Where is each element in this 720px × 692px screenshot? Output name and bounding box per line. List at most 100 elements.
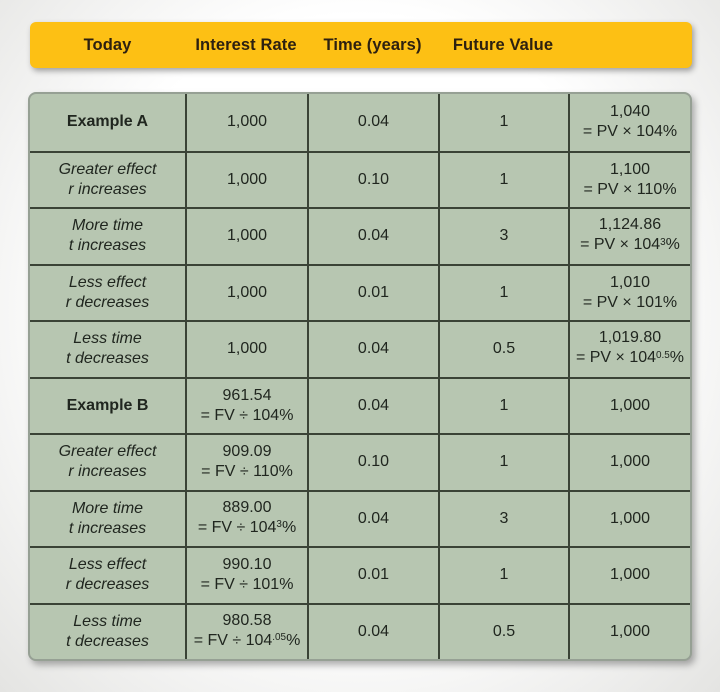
row-label-line1: Example A	[66, 113, 149, 131]
row-label-line1: Less effect	[68, 273, 147, 291]
row-label-line1: Greater effect	[58, 160, 157, 178]
cell-label: More time t increases	[30, 492, 185, 547]
future-value-formula: = PV × 110%	[583, 180, 677, 198]
cell-label: Greater effect r increases	[30, 153, 185, 208]
future-value-formula: = PV × 101%	[582, 293, 678, 311]
future-value: 1,000	[609, 622, 651, 640]
cell-time: 1	[438, 548, 568, 603]
today-value: 990.10	[222, 556, 272, 574]
cell-interest-rate: 0.01	[307, 548, 438, 603]
future-value: 1,124.86	[598, 216, 662, 234]
future-value-formula: = PV × 1040.5%	[575, 349, 685, 367]
column-header-bar: Today Interest Rate Time (years) Future …	[30, 22, 692, 68]
cell-time: 1	[438, 435, 568, 490]
today-value: 1,000	[226, 113, 268, 131]
cell-label: Less effect r decreases	[30, 548, 185, 603]
table-row: Greater effect r increases 909.09 = FV ÷…	[30, 433, 690, 490]
cell-today: 889.00 = FV ÷ 1043%	[185, 491, 307, 546]
cell-future-value: 1,124.86 = PV × 1043%	[568, 209, 690, 264]
future-value: 1,000	[609, 453, 651, 471]
future-value: 1,019.80	[598, 329, 662, 347]
cell-today: 1,000	[185, 322, 307, 377]
cell-label: Less effect r decreases	[30, 266, 185, 321]
today-formula: = FV ÷ 110%	[201, 463, 293, 481]
cell-future-value: 1,100 = PV × 110%	[568, 152, 690, 207]
table-row: Less time t decreases 1,000 0.04 0.5 1,0…	[30, 320, 690, 377]
cell-time: 1	[438, 94, 568, 151]
cell-interest-rate: 0.04	[307, 491, 438, 546]
row-label-line1: More time	[71, 217, 144, 235]
today-value: 1,000	[226, 227, 268, 245]
table-row: More time t increases 889.00 = FV ÷ 1043…	[30, 489, 690, 547]
cell-today: 1,000	[185, 209, 307, 264]
row-label-line1: More time	[71, 499, 144, 517]
row-label-line1: Less time	[73, 330, 142, 348]
cell-today: 1,000	[185, 152, 307, 207]
cell-time: 1	[438, 378, 568, 433]
today-value: 889.00	[222, 498, 272, 516]
cell-label: Example A	[30, 94, 185, 151]
present-future-value-table: Example A 1,000 0.04 1 1,040 = PV × 104%…	[28, 92, 692, 661]
row-label-line2: t increases	[68, 237, 147, 255]
cell-time: 1	[438, 152, 568, 207]
cell-interest-rate: 0.01	[307, 265, 438, 320]
row-label-line2: r decreases	[65, 293, 150, 311]
today-formula: = FV ÷ 104.05%	[193, 631, 301, 649]
cell-time: 0.5	[438, 604, 568, 659]
cell-interest-rate: 0.10	[307, 435, 438, 490]
future-value-formula: = PV × 104%	[582, 123, 678, 141]
row-label-line1: Less time	[73, 612, 142, 630]
row-label-line2: r decreases	[65, 576, 150, 594]
future-value: 1,000	[609, 396, 651, 414]
future-value: 1,000	[609, 566, 651, 584]
row-label-line2: r increases	[68, 180, 147, 198]
cell-future-value: 1,000	[568, 548, 690, 603]
cell-future-value: 1,040 = PV × 104%	[568, 94, 690, 151]
row-label-line2: r increases	[68, 463, 147, 481]
today-formula: = FV ÷ 1043%	[197, 518, 297, 536]
cell-today: 980.58 = FV ÷ 104.05%	[185, 604, 307, 659]
cell-future-value: 1,010 = PV × 101%	[568, 265, 690, 320]
cell-future-value: 1,000	[568, 604, 690, 659]
cell-label: Greater effect r increases	[30, 435, 185, 490]
cell-time: 3	[438, 491, 568, 546]
today-formula: = FV ÷ 104%	[200, 406, 294, 424]
cell-today: 909.09 = FV ÷ 110%	[185, 435, 307, 490]
cell-label: Less time t decreases	[30, 605, 185, 660]
row-label-line2: t increases	[68, 519, 147, 537]
today-value: 1,000	[226, 340, 268, 358]
cell-time: 0.5	[438, 322, 568, 377]
cell-time: 1	[438, 265, 568, 320]
table-row-example-b: Example B 961.54 = FV ÷ 104% 0.04 1 1,00…	[30, 376, 690, 434]
cell-interest-rate: 0.04	[307, 94, 438, 151]
row-label-line1: Example B	[66, 396, 149, 414]
cell-label: Less time t decreases	[30, 322, 185, 377]
table-row-example-a: Example A 1,000 0.04 1 1,040 = PV × 104%	[30, 94, 690, 151]
cell-interest-rate: 0.04	[307, 322, 438, 377]
cell-future-value: 1,000	[568, 491, 690, 546]
cell-interest-rate: 0.10	[307, 152, 438, 207]
cell-interest-rate: 0.04	[307, 604, 438, 659]
table-row: Less effect r decreases 1,000 0.01 1 1,0…	[30, 263, 690, 321]
today-value: 1,000	[226, 170, 268, 188]
today-value: 961.54	[222, 386, 272, 404]
future-value: 1,040	[609, 103, 651, 121]
header-time-years: Time (years)	[323, 35, 422, 54]
header-today: Today	[83, 35, 132, 54]
cell-interest-rate: 0.04	[307, 209, 438, 264]
row-label-line1: Less effect	[68, 556, 147, 574]
row-label-line2: t decreases	[66, 632, 149, 650]
header-future-value: Future Value	[452, 35, 554, 54]
cell-label: Example B	[30, 379, 185, 434]
future-value: 1,100	[609, 160, 651, 178]
table-row: More time t increases 1,000 0.04 3 1,124…	[30, 207, 690, 264]
today-value: 909.09	[222, 443, 272, 461]
header-interest-rate: Interest Rate	[195, 35, 297, 54]
table-row: Less time t decreases 980.58 = FV ÷ 104.…	[30, 602, 690, 660]
cell-label: More time t increases	[30, 209, 185, 264]
cell-future-value: 1,000	[568, 435, 690, 490]
cell-future-value: 1,000	[568, 378, 690, 433]
table-row: Less effect r decreases 990.10 = FV ÷ 10…	[30, 546, 690, 603]
today-value: 980.58	[222, 611, 272, 629]
row-label-line2: t decreases	[66, 350, 149, 368]
